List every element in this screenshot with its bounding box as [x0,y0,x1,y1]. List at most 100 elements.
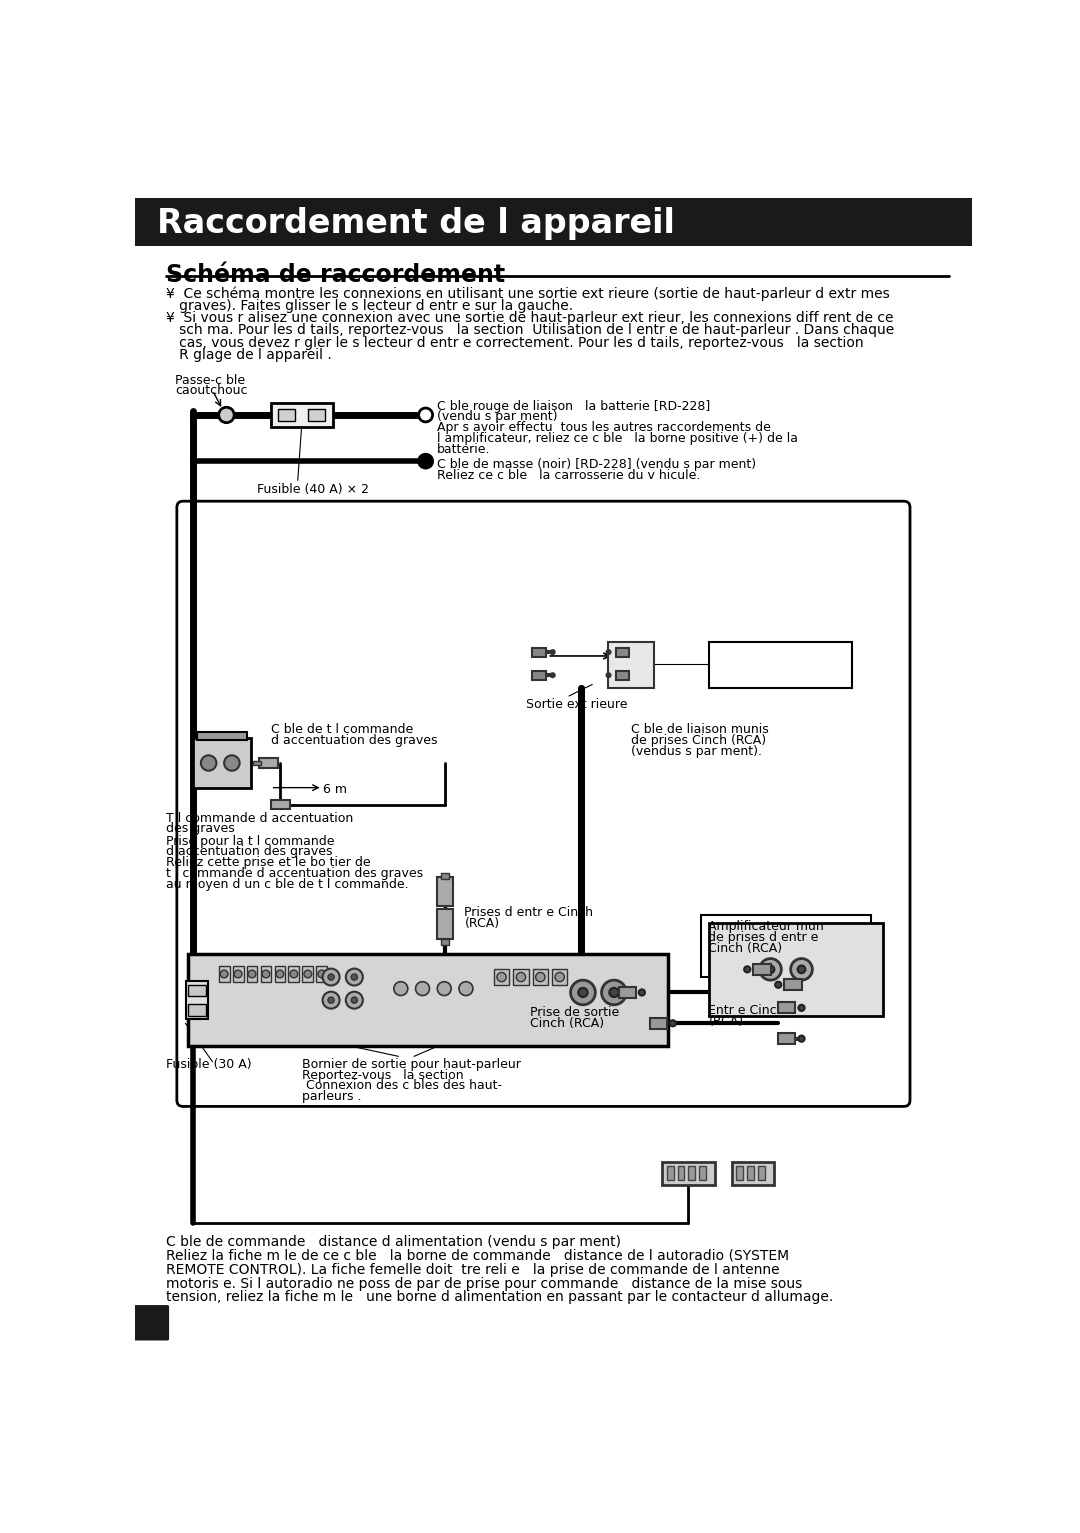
Bar [441,938,449,944]
Bar [279,409,296,422]
Bar [437,909,453,938]
Circle shape [578,987,588,996]
Bar [754,964,770,975]
Bar [513,969,529,984]
Text: 9: 9 [145,1314,158,1334]
Text: C ble de masse (noir) [RD-228] (vendu s par ment): C ble de masse (noir) [RD-228] (vendu s … [437,458,756,471]
Circle shape [602,980,626,1004]
Circle shape [536,972,545,981]
Text: l amplificateur, reliez ce c ble   la borne positive (+) de la: l amplificateur, reliez ce c ble la born… [437,432,798,445]
Bar [271,800,291,809]
Circle shape [670,1019,676,1026]
Text: sch ma. Pour les d tails, reportez-vous   la section  Utilisation de l entr e de: sch ma. Pour les d tails, reportez-vous … [166,323,894,337]
Text: (RCA): (RCA) [708,1015,744,1027]
Circle shape [767,966,774,973]
Bar [189,984,205,996]
Bar [649,1018,666,1029]
Bar [531,670,545,679]
Text: batterie.: batterie. [437,443,490,455]
Bar [758,1167,765,1180]
Bar [260,966,271,983]
Bar [616,670,630,679]
Text: au moyen d un c ble de t l commande.: au moyen d un c ble de t l commande. [166,878,408,891]
Circle shape [323,992,339,1009]
Circle shape [318,970,326,978]
Circle shape [218,408,234,423]
Text: (RCA): (RCA) [464,917,499,931]
Text: des graves: des graves [166,822,234,835]
Text: Fusible (40 A) × 2: Fusible (40 A) × 2 [257,483,369,495]
Text: (vendus s par ment).: (vendus s par ment). [631,745,762,757]
Text: REMOTE CONTROL). La fiche femelle doit  tre reli e   la prise de commande de l a: REMOTE CONTROL). La fiche femelle doit t… [166,1263,780,1277]
Circle shape [798,1036,805,1042]
Text: C ble de commande   distance d alimentation (vendu s par ment): C ble de commande distance d alimentatio… [166,1236,621,1249]
Text: Reliez la fiche m le de ce c ble   la borne de commande   distance de l autoradi: Reliez la fiche m le de ce c ble la born… [166,1249,789,1263]
Bar [779,1003,795,1013]
Bar [253,760,260,765]
Bar [271,403,333,426]
Text: ¥  Si vous r alisez une connexion avec une sortie de haut-parleur ext rieur, les: ¥ Si vous r alisez une connexion avec un… [166,311,893,325]
Bar [708,642,852,688]
Circle shape [225,756,240,771]
Circle shape [759,958,781,980]
Bar [699,1167,706,1180]
Circle shape [606,673,611,678]
Bar [186,981,207,1019]
Text: Fusible (30 A): Fusible (30 A) [166,1058,252,1072]
Bar [259,759,279,768]
Bar [688,1167,696,1180]
Bar [747,1167,754,1180]
Text: Reliez cette prise et le bo tier de: Reliez cette prise et le bo tier de [166,855,370,869]
Text: Raccordement de l appareil: Raccordement de l appareil [157,207,675,241]
Circle shape [234,970,242,978]
Circle shape [551,650,555,655]
Text: Passe-c ble: Passe-c ble [175,374,245,388]
Text: Schéma de raccordement: Schéma de raccordement [166,264,505,287]
Bar [619,987,636,998]
Circle shape [516,972,526,981]
Circle shape [346,969,363,986]
Text: Reportez-vous   la section: Reportez-vous la section [301,1069,463,1082]
Text: Prise pour la t l commande: Prise pour la t l commande [166,834,335,848]
Bar [188,954,669,1047]
Bar [662,1162,715,1185]
Text: t l commande d accentuation des graves: t l commande d accentuation des graves [166,868,423,880]
Bar [193,739,252,788]
FancyBboxPatch shape [134,1305,170,1340]
Bar [189,1004,205,1015]
Circle shape [555,972,565,981]
Circle shape [419,454,433,468]
Text: graves). Faites glisser le s lecteur d entr e sur la gauche.: graves). Faites glisser le s lecteur d e… [166,299,573,313]
Circle shape [798,1004,805,1010]
Text: Cinch (RCA): Cinch (RCA) [530,1016,605,1030]
Bar [494,969,510,984]
Bar [532,969,548,984]
Text: ¥  Ce schéma montre les connexions en utilisant une sortie ext rieure (sortie de: ¥ Ce schéma montre les connexions en uti… [166,287,890,300]
Bar [531,647,545,656]
Circle shape [551,673,555,678]
Bar [552,969,567,984]
Text: cas, vous devez r gler le s lecteur d entr e correctement. Pour les d tails, rep: cas, vous devez r gler le s lecteur d en… [166,336,864,350]
Circle shape [459,981,473,995]
Text: (RCA) de sortie: (RCA) de sortie [714,656,808,670]
Text: 6 m: 6 m [323,783,348,796]
Text: C ble de liaison munis: C ble de liaison munis [631,724,769,736]
Text: Reliez ce c ble   la carrosserie du v hicule.: Reliez ce c ble la carrosserie du v hicu… [437,469,701,481]
Circle shape [798,966,806,973]
Circle shape [323,969,339,986]
Bar [616,647,630,656]
Circle shape [394,981,408,995]
Text: motoris e. Si l autoradio ne poss de par de prise pour commande   distance de la: motoris e. Si l autoradio ne poss de par… [166,1277,802,1291]
Text: de prises d entr e: de prises d entr e [708,931,819,944]
Text: Prises d entr e Cinch: Prises d entr e Cinch [464,906,593,920]
Circle shape [276,970,284,978]
Bar [784,980,801,990]
Circle shape [291,970,298,978]
Text: Prises Cinch: Prises Cinch [714,645,789,659]
Text: parleurs .: parleurs . [301,1090,361,1104]
Text: d accentuation des graves: d accentuation des graves [271,734,437,747]
Text: Sortie ext rieure: Sortie ext rieure [526,699,627,711]
Bar [308,409,325,422]
Circle shape [609,987,619,996]
Bar [737,1167,743,1180]
